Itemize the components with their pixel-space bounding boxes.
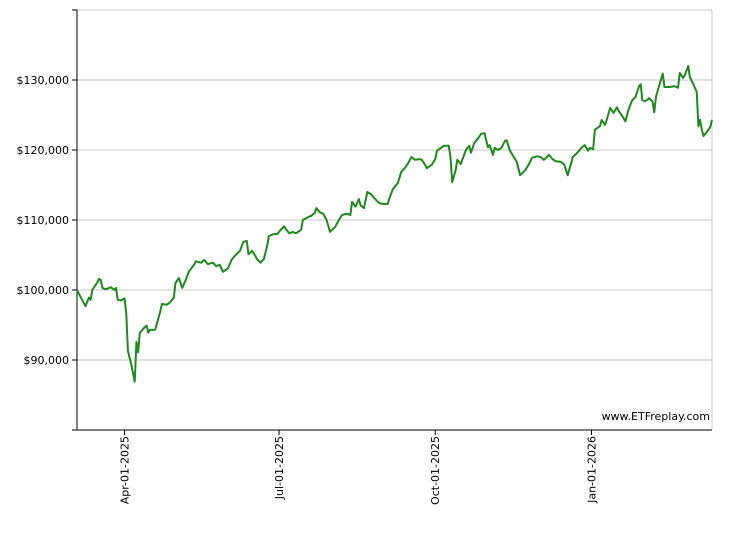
y-tick-label: $90,000: [24, 354, 70, 367]
x-tick-label: Apr-01-2025: [119, 436, 132, 504]
y-tick-label: $130,000: [17, 74, 70, 87]
y-tick-label: $120,000: [17, 144, 70, 157]
x-tick-label: Oct-01-2025: [429, 436, 442, 505]
x-tick-label: Jul-01-2025: [273, 436, 286, 500]
y-tick-label: $110,000: [17, 214, 70, 227]
watermark: www.ETFreplay.com: [602, 410, 710, 423]
value-line: [76, 65, 713, 383]
y-tick-label: $100,000: [17, 284, 70, 297]
x-tick-label: Jan-01-2026: [585, 436, 598, 504]
